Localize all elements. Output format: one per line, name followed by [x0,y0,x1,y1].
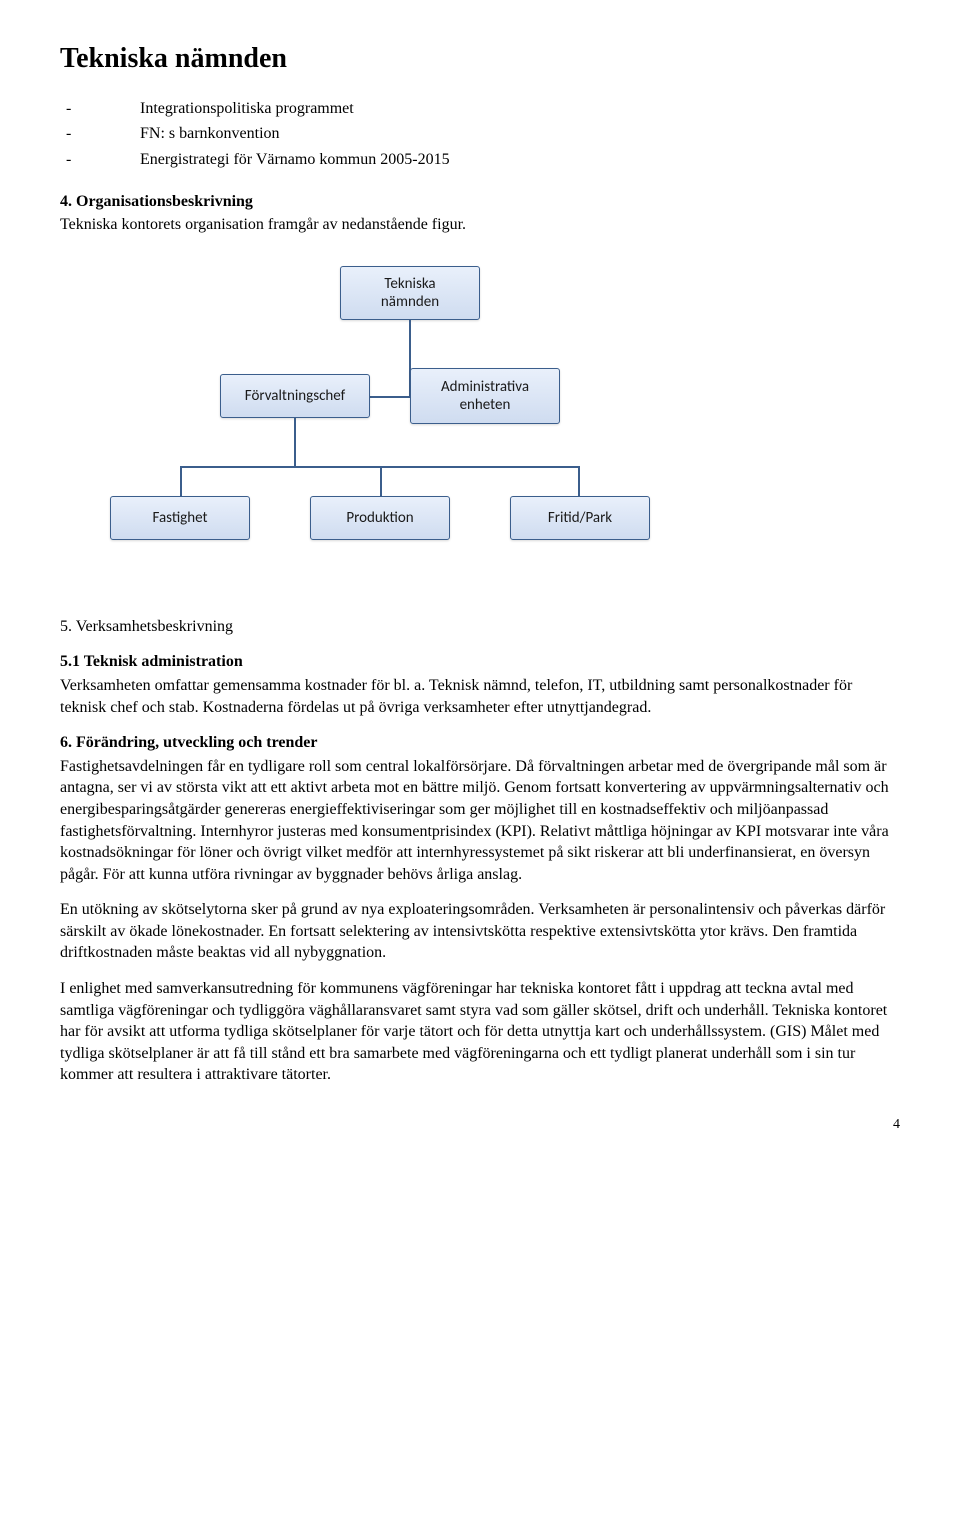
bullet-dash: - [60,98,140,120]
org-chart: Tekniska nämnden Förvaltningschef Admini… [60,266,900,586]
org-connector [294,418,296,466]
org-node-admin: Administrativa enheten [410,368,560,424]
org-node-produktion: Produktion [310,496,450,540]
section-6-p1: Fastighetsavdelningen får en tydligare r… [60,756,900,886]
section-5-1-heading: 5.1 Teknisk administration [60,651,900,673]
org-node-text: Förvaltningschef [231,387,359,405]
org-node-root: Tekniska nämnden [340,266,480,320]
org-connector [380,466,382,496]
page-title: Tekniska nämnden [60,40,900,78]
list-item: - FN: s barnkonvention [60,123,900,145]
section-6-p3: I enlighet med samverkansutredning för k… [60,978,900,1086]
section-5-1-body: Verksamheten omfattar gemensamma kostnad… [60,675,900,718]
section-6-p2: En utökning av skötselytorna sker på gru… [60,899,900,964]
org-node-text: Fastighet [121,509,239,527]
bullet-text: Integrationspolitiska programmet [140,98,354,120]
org-node-text: Administrativa [421,378,549,396]
org-connector [578,466,580,496]
org-connector [180,466,182,496]
list-item: - Integrationspolitiska programmet [60,98,900,120]
org-node-text: enheten [421,396,549,414]
org-node-text: nämnden [351,293,469,311]
bullet-text: Energistrategi för Värnamo kommun 2005-2… [140,149,450,171]
org-node-fritidpark: Fritid/Park [510,496,650,540]
section-4-body: Tekniska kontorets organisation framgår … [60,214,900,236]
org-node-fastighet: Fastighet [110,496,250,540]
section-4-heading: 4. Organisationsbeskrivning [60,191,900,213]
bullet-text: FN: s barnkonvention [140,123,280,145]
org-node-text: Tekniska [351,275,469,293]
org-node-text: Produktion [321,509,439,527]
bullet-dash: - [60,123,140,145]
list-item: - Energistrategi för Värnamo kommun 2005… [60,149,900,171]
section-5-heading: 5. Verksamhetsbeskrivning [60,616,900,638]
org-node-text: Fritid/Park [521,509,639,527]
section-6-heading: 6. Förändring, utveckling och trender [60,732,900,754]
page-number: 4 [60,1116,900,1135]
bullet-dash: - [60,149,140,171]
org-node-forvaltningschef: Förvaltningschef [220,374,370,418]
